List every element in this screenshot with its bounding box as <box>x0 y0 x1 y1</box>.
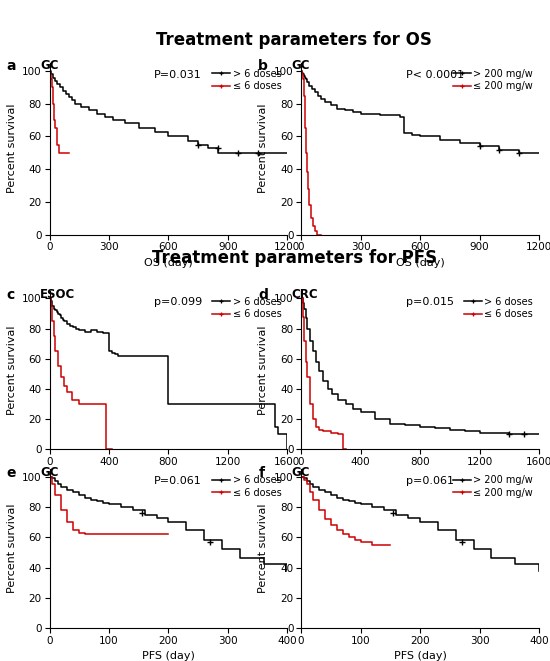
X-axis label: PFS (day): PFS (day) <box>394 651 447 661</box>
Text: CRC: CRC <box>292 288 318 301</box>
Text: GC: GC <box>40 59 58 72</box>
Text: p=0.015: p=0.015 <box>406 297 454 307</box>
Legend: > 200 mg/w, ≤ 200 mg/w: > 200 mg/w, ≤ 200 mg/w <box>452 474 534 498</box>
Text: b: b <box>258 59 268 73</box>
Text: GC: GC <box>40 466 58 479</box>
Text: Treatment parameters for OS: Treatment parameters for OS <box>156 30 432 49</box>
Y-axis label: Percent survival: Percent survival <box>258 104 268 194</box>
Y-axis label: Percent survival: Percent survival <box>7 325 16 415</box>
Y-axis label: Percent survival: Percent survival <box>258 325 268 415</box>
Text: a: a <box>7 59 16 73</box>
Text: p=0.061: p=0.061 <box>406 476 454 486</box>
Legend: > 6 doses, ≤ 6 doses: > 6 doses, ≤ 6 doses <box>463 295 534 320</box>
Text: f: f <box>258 466 265 480</box>
Text: Treatment parameters for PFS: Treatment parameters for PFS <box>152 249 437 267</box>
Text: P=0.061: P=0.061 <box>154 476 202 486</box>
Legend: > 200 mg/w, ≤ 200 mg/w: > 200 mg/w, ≤ 200 mg/w <box>452 67 534 92</box>
Y-axis label: Percent survival: Percent survival <box>7 504 16 594</box>
Text: c: c <box>7 288 15 301</box>
Text: e: e <box>7 466 16 480</box>
X-axis label: PFS (day): PFS (day) <box>142 473 195 483</box>
Text: p=0.099: p=0.099 <box>154 297 202 307</box>
Legend: > 6 doses, ≤ 6 doses: > 6 doses, ≤ 6 doses <box>211 474 283 498</box>
Text: d: d <box>258 288 268 301</box>
Y-axis label: Percent survival: Percent survival <box>258 504 268 594</box>
X-axis label: PFS (day): PFS (day) <box>394 473 447 483</box>
Y-axis label: Percent survival: Percent survival <box>7 104 16 194</box>
Text: ESOC: ESOC <box>40 288 75 301</box>
Text: GC: GC <box>292 59 310 72</box>
X-axis label: OS (day): OS (day) <box>395 258 444 268</box>
X-axis label: OS (day): OS (day) <box>144 258 193 268</box>
Legend: > 6 doses, ≤ 6 doses: > 6 doses, ≤ 6 doses <box>211 295 283 320</box>
Text: P< 0.0001: P< 0.0001 <box>406 69 464 80</box>
X-axis label: PFS (day): PFS (day) <box>142 651 195 661</box>
Text: GC: GC <box>292 466 310 479</box>
Text: P=0.031: P=0.031 <box>154 69 202 80</box>
Legend: > 6 doses, ≤ 6 doses: > 6 doses, ≤ 6 doses <box>211 67 283 92</box>
